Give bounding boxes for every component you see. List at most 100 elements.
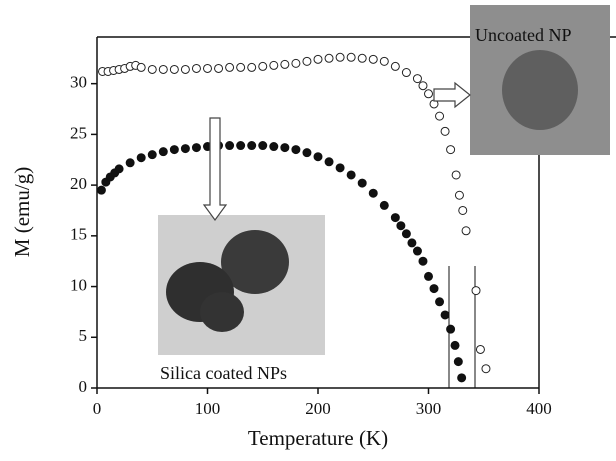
- data-point: [324, 157, 334, 167]
- data-point: [401, 229, 411, 239]
- data-point: [401, 68, 411, 78]
- data-point: [191, 143, 201, 153]
- data-point: [225, 141, 235, 151]
- data-point: [357, 178, 367, 188]
- data-point: [236, 141, 246, 151]
- data-point: [225, 62, 235, 72]
- data-point: [335, 163, 345, 173]
- y-tick-label: 20: [70, 174, 87, 193]
- arrow: [202, 117, 228, 222]
- data-point: [390, 213, 400, 223]
- x-tick-label: 0: [93, 399, 102, 418]
- data-point: [269, 60, 279, 70]
- data-point: [454, 190, 464, 200]
- data-point: [247, 141, 257, 151]
- data-point: [453, 357, 463, 367]
- inset-silica: [158, 215, 325, 355]
- annotation: Silica coated NPs: [160, 363, 287, 383]
- data-point: [324, 53, 334, 63]
- arrow: [433, 81, 471, 109]
- y-tick-label: 0: [79, 377, 88, 396]
- marks: [96, 52, 491, 383]
- data-point: [280, 59, 290, 69]
- data-point: [258, 61, 268, 71]
- particle: [200, 292, 244, 332]
- data-point: [450, 340, 460, 350]
- data-point: [158, 147, 168, 157]
- data-point: [368, 188, 378, 198]
- data-point: [191, 63, 201, 73]
- x-axis-label: Temperature (K): [248, 426, 388, 450]
- data-point: [379, 56, 389, 66]
- data-point: [346, 52, 356, 62]
- data-point: [461, 226, 471, 236]
- y-tick-label: 30: [70, 73, 87, 92]
- y-tick-label: 25: [70, 123, 87, 142]
- data-point: [357, 53, 367, 63]
- data-point: [247, 62, 257, 72]
- data-point: [424, 89, 433, 99]
- data-point: [280, 143, 290, 153]
- y-axis-label: M (emu/g): [10, 167, 34, 257]
- data-point: [302, 148, 312, 158]
- y-tick-label: 10: [70, 275, 87, 294]
- data-point: [458, 205, 468, 215]
- data-point: [346, 170, 356, 180]
- data-point: [136, 62, 146, 72]
- data-point: [396, 221, 406, 231]
- data-point: [368, 54, 378, 64]
- data-point: [203, 63, 212, 73]
- data-point: [446, 145, 456, 155]
- data-point: [412, 74, 422, 84]
- data-point: [412, 246, 422, 256]
- data-point: [440, 126, 450, 136]
- data-point: [302, 56, 312, 66]
- data-point: [418, 81, 428, 91]
- data-point: [390, 61, 400, 71]
- data-point: [451, 170, 461, 180]
- data-point: [214, 63, 224, 73]
- y-tick-label: 15: [70, 225, 87, 244]
- data-point: [114, 164, 124, 174]
- data-point: [169, 64, 179, 74]
- y-tick-label: 5: [79, 326, 88, 345]
- data-point: [475, 344, 485, 354]
- annotation: Uncoated NP: [475, 25, 571, 45]
- data-point: [158, 64, 168, 74]
- x-tick-label: 400: [526, 399, 552, 418]
- data-point: [96, 185, 106, 195]
- data-point: [313, 152, 323, 162]
- data-point: [269, 142, 279, 152]
- data-point: [136, 153, 146, 163]
- data-point: [481, 364, 491, 374]
- data-point: [147, 64, 157, 74]
- data-point: [180, 144, 190, 154]
- particle: [502, 50, 578, 130]
- data-point: [169, 145, 179, 155]
- data-point: [429, 284, 439, 294]
- data-point: [291, 145, 301, 155]
- data-point: [313, 54, 323, 64]
- x-tick-label: 200: [305, 399, 331, 418]
- data-point: [180, 64, 190, 74]
- particle: [221, 230, 289, 294]
- data-point: [335, 52, 345, 62]
- data-point: [424, 271, 433, 281]
- data-point: [147, 150, 157, 160]
- data-point: [440, 310, 450, 320]
- data-point: [379, 200, 389, 210]
- data-point: [435, 297, 445, 307]
- x-tick-label: 100: [195, 399, 221, 418]
- data-point: [291, 58, 301, 68]
- data-point: [457, 373, 467, 383]
- data-point: [236, 62, 246, 72]
- data-point: [407, 238, 417, 248]
- data-point: [125, 158, 135, 168]
- data-point: [435, 111, 445, 121]
- inset-uncoated: [470, 5, 610, 155]
- x-tick-label: 300: [416, 399, 442, 418]
- data-point: [418, 256, 428, 266]
- data-point: [446, 324, 456, 334]
- data-point: [258, 141, 268, 151]
